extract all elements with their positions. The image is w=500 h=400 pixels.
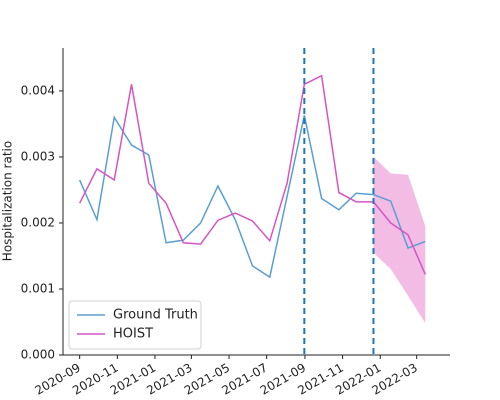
legend-label: HOIST (113, 327, 153, 342)
y-tick-label: 0.002 (21, 215, 55, 229)
y-tick-label: 0.000 (21, 348, 55, 362)
y-tick-label: 0.003 (21, 149, 55, 163)
y-axis-label: Hospitalization ratio (1, 141, 15, 261)
y-tick-label: 0.004 (21, 83, 55, 97)
confidence-band (373, 156, 426, 324)
legend: Ground Truth HOIST (68, 300, 202, 350)
series-line (78, 115, 426, 279)
series-line (78, 74, 426, 275)
legend-box (68, 300, 202, 350)
y-tick-label: 0.001 (21, 281, 55, 295)
legend-label: Ground Truth (113, 308, 198, 323)
